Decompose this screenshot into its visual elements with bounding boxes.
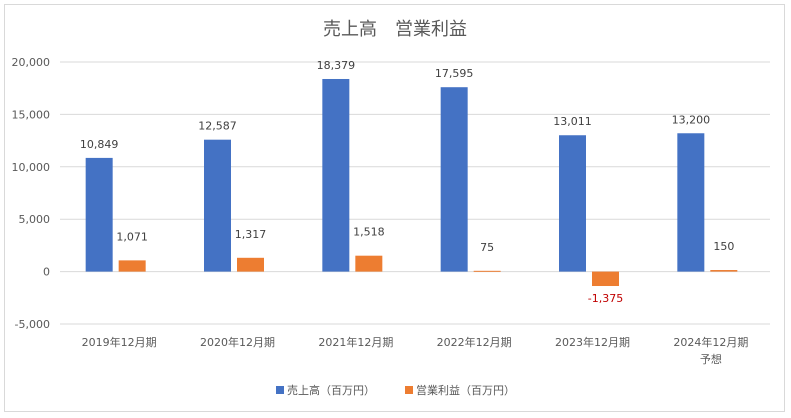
y-tick-label: 20,000 <box>12 56 51 69</box>
bar-operating-profit <box>118 260 146 272</box>
data-label: 10,849 <box>80 138 119 151</box>
bar-sales <box>204 139 231 272</box>
data-label: -1,375 <box>588 292 623 305</box>
x-tick-label: 2021年12月期 <box>318 335 393 349</box>
bar-sales <box>440 87 468 272</box>
data-label: 1,071 <box>116 230 148 243</box>
x-tick-label: 2023年12月期 <box>555 335 630 349</box>
data-labels: 10,849 12,587 18,379 17,595 13,011 13,200 1,07… <box>80 59 734 305</box>
y-tick-label: 0 <box>43 266 50 279</box>
legend-swatch <box>276 386 284 394</box>
bar-operating-profit <box>473 270 501 272</box>
chart-frame <box>4 4 785 412</box>
bar-operating-profit <box>592 271 619 287</box>
data-label: 13,200 <box>672 113 711 126</box>
x-tick-label: 2022年12月期 <box>437 335 512 349</box>
x-tick-label: 予想 <box>700 352 722 366</box>
data-label: 17,595 <box>435 67 474 80</box>
bar-sales <box>322 78 350 272</box>
bars <box>85 78 738 287</box>
chart-title: 売上高 営業利益 <box>323 19 467 40</box>
bar-sales <box>85 157 113 272</box>
legend-label: 売上高（百万円） <box>287 383 375 397</box>
data-label: 150 <box>713 240 734 253</box>
bar-operating-profit <box>710 270 738 272</box>
legend-label: 営業利益（百万円） <box>416 383 515 397</box>
bar-operating-profit <box>237 257 264 272</box>
x-axis: 2019年12月期 2020年12月期 2021年12月期 2022年12月期 2023… <box>82 335 749 366</box>
x-tick-label: 2024年12月期 <box>673 335 748 349</box>
data-label: 75 <box>480 241 494 254</box>
x-tick-label: 2019年12月期 <box>82 335 157 349</box>
data-label: 1,317 <box>235 228 267 241</box>
data-label: 12,587 <box>198 120 237 133</box>
legend-swatch <box>405 386 413 394</box>
bar-sales <box>559 135 586 272</box>
y-tick-label: 15,000 <box>12 108 51 121</box>
legend: 売上高（百万円） 営業利益（百万円） <box>276 383 515 397</box>
bar-operating-profit <box>355 255 383 272</box>
data-label: 13,011 <box>553 115 592 128</box>
y-tick-label: 5,000 <box>19 213 51 226</box>
data-label: 1,518 <box>353 226 385 239</box>
gridlines <box>60 61 770 325</box>
y-tick-label: -5,000 <box>15 318 50 331</box>
data-label: 18,379 <box>317 59 356 72</box>
y-axis: -5,000 0 5,000 10,000 15,000 20,000 <box>12 56 51 331</box>
bar-sales <box>677 133 705 272</box>
x-tick-label: 2020年12月期 <box>200 335 275 349</box>
y-tick-label: 10,000 <box>12 161 51 174</box>
